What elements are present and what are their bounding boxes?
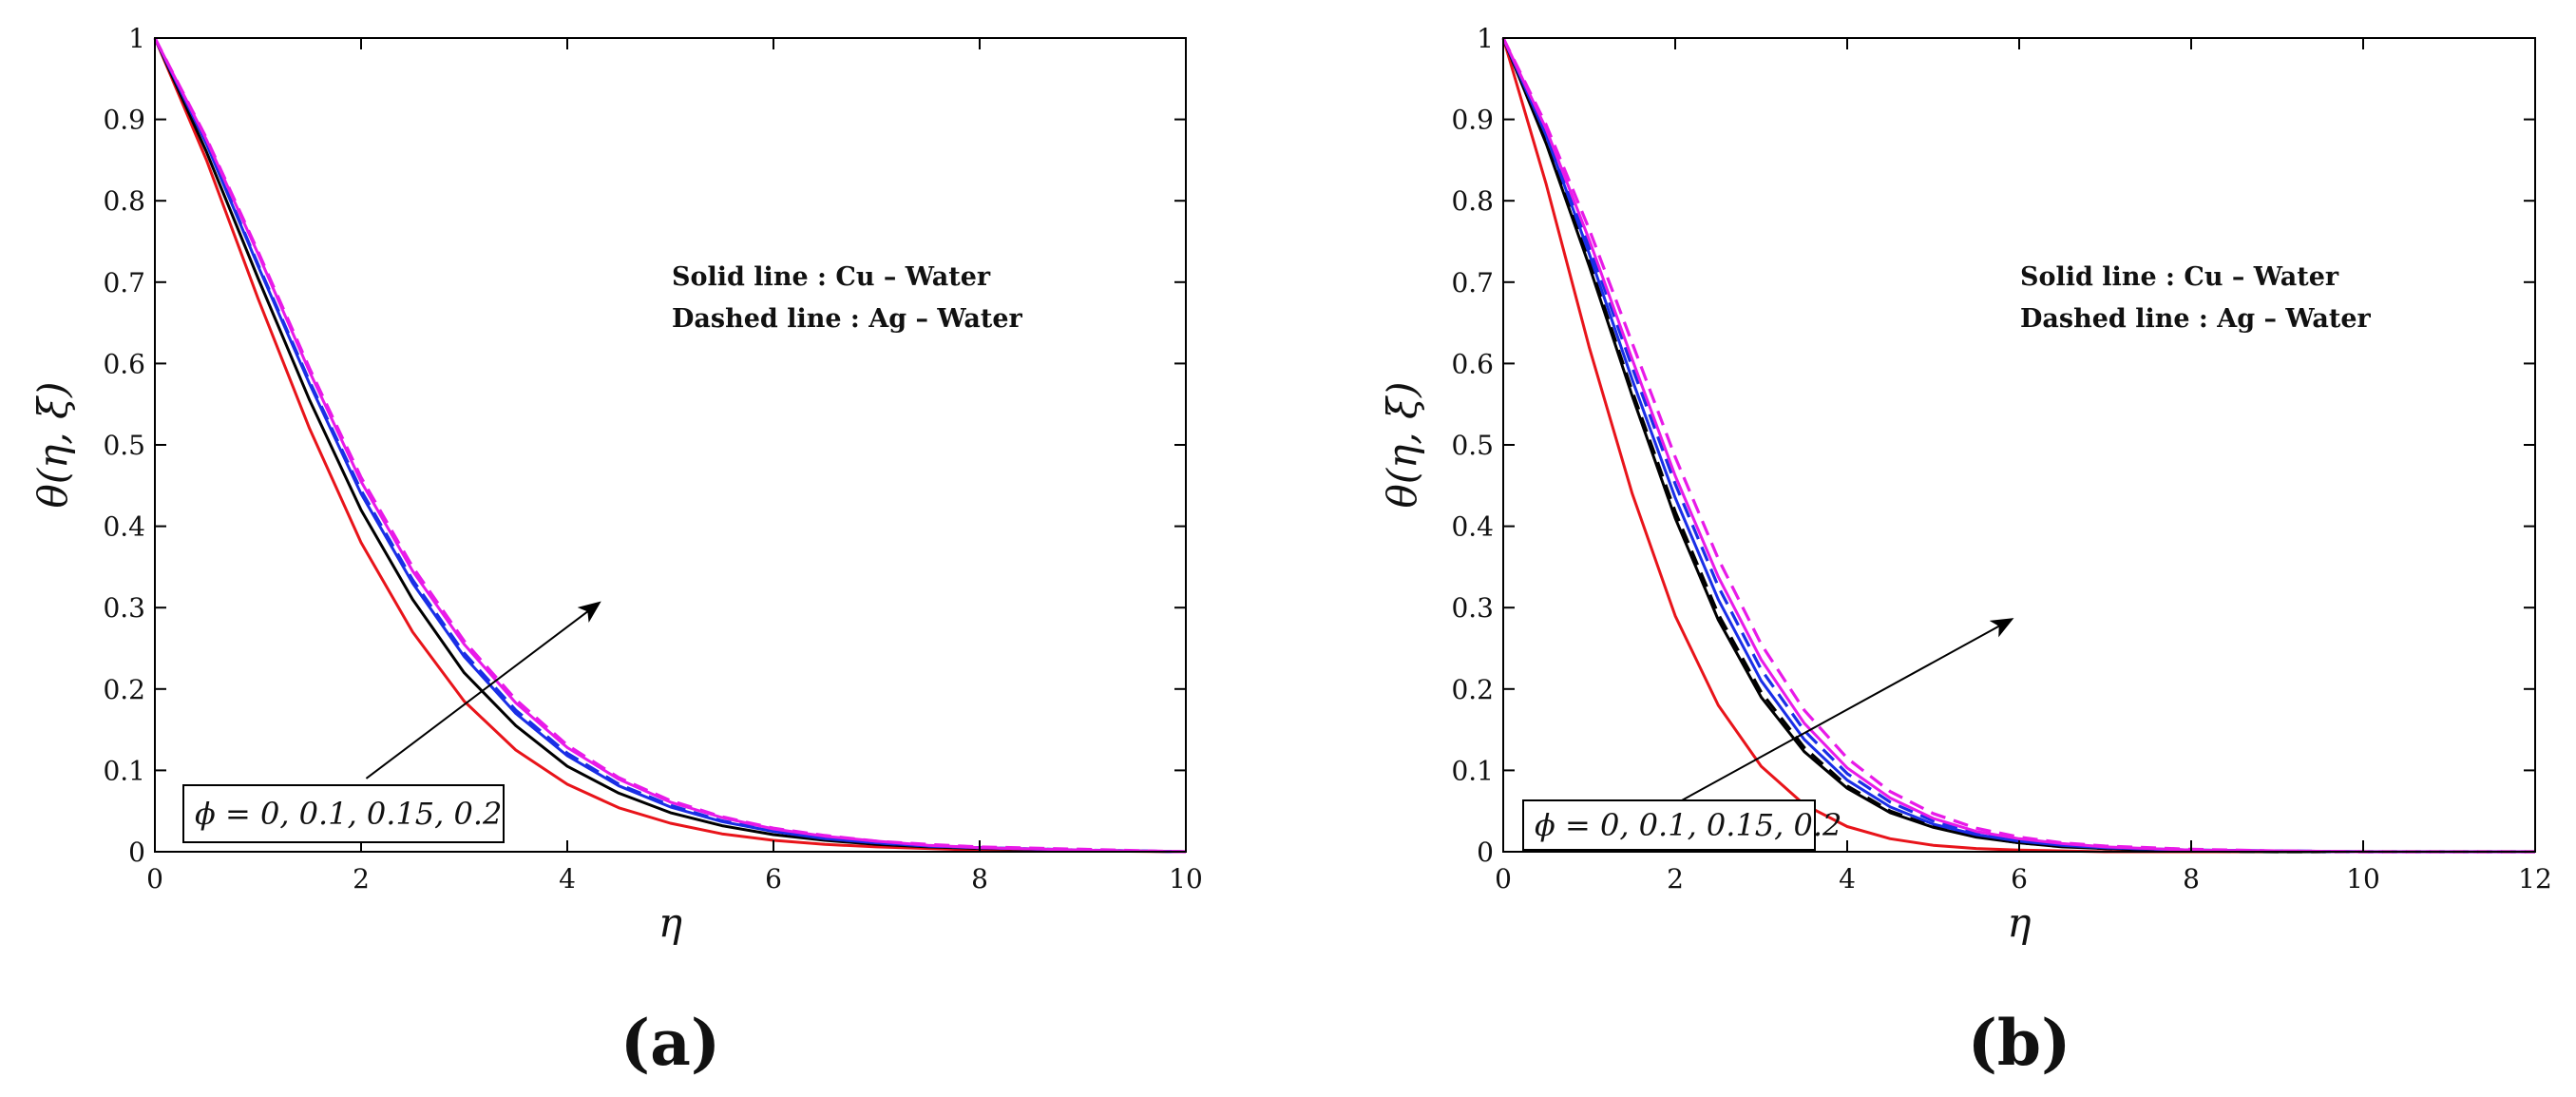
y-tick-label: 0.1 (103, 755, 145, 786)
series-line (153, 37, 1187, 854)
plot-frame (154, 37, 1187, 853)
x-tick-label: 6 (2011, 863, 2028, 895)
x-tick-label: 4 (1839, 863, 1856, 895)
plot-frame (1502, 37, 2536, 853)
x-tick-label: 4 (559, 863, 576, 895)
annotation-solid-line: Solid line : Cu – Water (2020, 262, 2339, 292)
y-tick-label: 0.3 (1451, 592, 1494, 624)
y-tick-label: 0.9 (103, 105, 145, 136)
x-tick-label: 0 (146, 863, 163, 895)
x-tick-label: 6 (765, 863, 782, 895)
annotation-dashed-line: Dashed line : Ag – Water (2020, 304, 2372, 334)
phi-label: ϕ = 0, 0.1, 0.15, 0.2 (1535, 807, 1841, 843)
y-tick-label: 0.5 (1451, 430, 1494, 461)
chart-panel-b: 0 2 4 6 8 10 12 0 0.1 0.2 0.3 0.4 0.5 0.6 0.7 0.8 0.9 1 η θ… (1379, 23, 2552, 1080)
series-line (1501, 37, 2535, 854)
y-tick-label: 0.4 (103, 511, 145, 543)
x-tick-label: 12 (2518, 863, 2552, 895)
y-tick-label: 0.6 (1451, 348, 1494, 379)
y-tick-label: 0.3 (103, 592, 145, 624)
panel-label: (a) (620, 1006, 720, 1080)
phi-label-box (182, 784, 505, 843)
series-line (1501, 37, 2535, 854)
y-tick-label: 0.2 (1451, 674, 1494, 705)
annotation-solid-line: Solid line : Cu – Water (672, 262, 991, 292)
phi-label-box (1522, 799, 1816, 851)
series-line (153, 37, 1187, 854)
x-tick-label: 8 (971, 863, 988, 895)
y-tick-label: 0.7 (1451, 267, 1494, 298)
y-tick-label: 1 (128, 23, 145, 54)
y-tick-label: 0.8 (1451, 185, 1494, 217)
annotation-dashed-line: Dashed line : Ag – Water (672, 304, 1023, 334)
y-axis-label: θ(η, ξ) (29, 381, 76, 508)
y-tick-label: 0.5 (103, 430, 145, 461)
y-axis-label: θ(η, ξ) (1379, 381, 1425, 508)
series-line (1501, 37, 2535, 854)
trend-arrow (365, 601, 601, 779)
series-line (153, 37, 1187, 854)
x-axis-label: η (2007, 899, 2031, 946)
x-tick-label: 8 (2183, 863, 2200, 895)
y-tick-label: 0.2 (103, 674, 145, 705)
y-tick-label: 0.4 (1451, 511, 1494, 543)
y-tick-label: 0 (1477, 837, 1494, 868)
series-line (153, 37, 1187, 854)
chart-panel-a: 0 2 4 6 8 10 0 0.1 0.2 0.3 0.4 0.5 0.6 0.7 0.8 0.9 1 η θ(η… (29, 23, 1203, 1080)
series-line (1501, 37, 2535, 854)
phi-label: ϕ = 0, 0.1, 0.15, 0.2 (195, 796, 502, 832)
x-tick-label: 10 (1169, 863, 1203, 895)
series-line (153, 37, 1187, 854)
x-tick-label: 0 (1495, 863, 1512, 895)
series-line (1501, 37, 2535, 854)
x-tick-label: 2 (1667, 863, 1684, 895)
series-line (1501, 37, 2535, 854)
series-line (153, 37, 1187, 854)
y-tick-label: 0.6 (103, 348, 145, 379)
y-tick-label: 0.8 (103, 185, 145, 217)
x-tick-label: 2 (353, 863, 370, 895)
trend-arrow (1661, 618, 2014, 813)
series-line (1501, 37, 2535, 854)
y-tick-label: 0.7 (103, 267, 145, 298)
x-tick-label: 10 (2346, 863, 2380, 895)
y-tick-label: 0.9 (1451, 105, 1494, 136)
x-axis-label: η (658, 899, 682, 946)
y-tick-label: 0 (128, 837, 145, 868)
y-tick-label: 0.1 (1451, 755, 1494, 786)
y-tick-label: 1 (1477, 23, 1494, 54)
panel-label: (b) (1968, 1006, 2071, 1080)
